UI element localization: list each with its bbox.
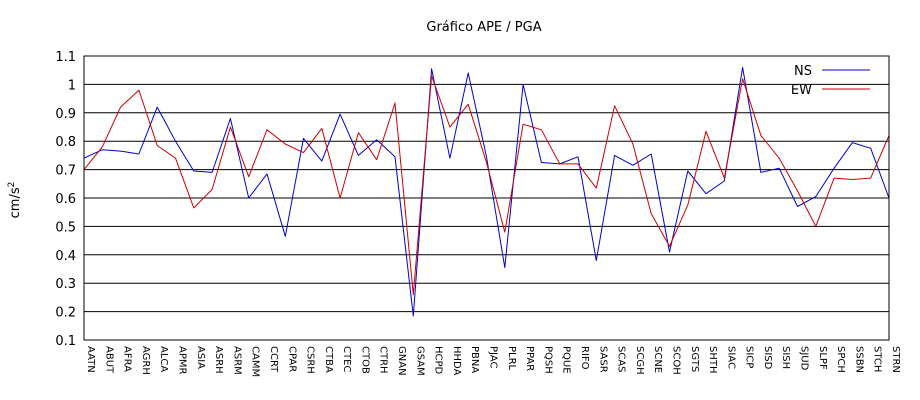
- x-tick-label: SLPF: [817, 346, 828, 370]
- x-tick-label: HCPD: [433, 346, 444, 375]
- y-axis-label-superscript: 2: [7, 182, 17, 188]
- x-tick-label: SASR: [597, 346, 608, 373]
- x-tick-label: CAMM: [250, 346, 261, 377]
- y-tick-label: 0.6: [55, 192, 76, 207]
- y-tick-label: 0.1: [55, 334, 76, 349]
- x-tick-label: SHTH: [707, 346, 718, 374]
- y-tick-label: 0.2: [55, 306, 76, 321]
- series-line-ew: [83, 75, 890, 296]
- x-tick-label: SCGH: [634, 346, 645, 375]
- y-axis-label: cm/s2: [7, 182, 23, 219]
- y-tick-label: 0.9: [55, 107, 76, 122]
- x-tick-label: STCH: [872, 346, 883, 372]
- y-tick-label: 0.8: [55, 135, 76, 150]
- x-tick-label: PPAR: [524, 346, 535, 371]
- x-tick-label: STRN: [890, 346, 901, 373]
- x-tick-label: SIAC: [725, 346, 736, 369]
- x-tick-label: SISH: [780, 346, 791, 369]
- x-tick-label: ASIA: [195, 346, 206, 369]
- y-axis-label-main: cm/s: [8, 187, 23, 218]
- y-tick-label: 0.7: [55, 164, 76, 179]
- x-tick-label: ASRM: [231, 346, 242, 375]
- legend-label-ns: NS: [794, 64, 812, 79]
- x-tick-label: SCAS: [616, 346, 627, 373]
- y-tick-label: 1: [68, 78, 76, 93]
- x-tick-label: SISD: [762, 346, 773, 370]
- x-tick-label: PBNA: [469, 346, 480, 373]
- x-tick-label: SCNE: [652, 346, 663, 373]
- x-tick-label: CTRH: [378, 346, 389, 374]
- x-tick-label: AATN: [85, 346, 96, 373]
- x-tick-label: ALCA: [158, 346, 169, 372]
- x-tick-label: AGRH: [140, 346, 151, 375]
- series-lines: [83, 66, 890, 317]
- x-tick-label: SJUD: [799, 346, 810, 371]
- x-tick-label: SICP: [744, 346, 755, 368]
- x-tick-label: ASRH: [213, 346, 224, 374]
- x-tick-label: SCOH: [670, 346, 681, 375]
- x-tick-label: SSBN: [853, 346, 864, 373]
- series-line-ns: [83, 66, 890, 317]
- x-tick-label: PJAC: [488, 346, 499, 368]
- y-tick-label: 0.4: [55, 249, 76, 264]
- x-tick-label: CTEC: [341, 346, 352, 372]
- x-tick-label: CSRH: [305, 346, 316, 374]
- x-tick-label: CTBA: [323, 346, 334, 373]
- x-tick-label: RIFO: [579, 346, 590, 370]
- x-tick-label: GNAN: [396, 346, 407, 376]
- x-tick-labels: AATN ABUT AFRA AGRH ALCA APMR ASIA ASRH ASRM CAMM…: [85, 346, 901, 377]
- y-tick-label: 1.1: [55, 50, 76, 65]
- x-tick-label: SPCH: [835, 346, 846, 373]
- x-tick-label: ABUT: [103, 346, 114, 374]
- x-tick-label: HHDA: [451, 346, 462, 376]
- legend-label-ew: EW: [791, 83, 812, 98]
- x-tick-label: APMR: [176, 346, 187, 374]
- x-tick-label: PQUE: [561, 346, 572, 374]
- y-tick-labels: 0.1 0.2 0.3 0.4 0.5 0.6 0.7 0.8 0.9 1 1.1: [55, 50, 76, 349]
- y-tick-label: 0.3: [55, 277, 76, 292]
- chart-title: Gráfico APE / PGA: [426, 20, 541, 35]
- x-tick-label: CPAR: [286, 346, 297, 372]
- x-tick-label: CCRT: [268, 346, 279, 373]
- x-tick-label: SGTS: [689, 346, 700, 372]
- x-tick-label: PQSH: [542, 346, 553, 374]
- plot-frame: [83, 55, 890, 341]
- grid-lines: [84, 55, 889, 341]
- x-tick-label: PLRL: [506, 346, 517, 371]
- x-tick-label: CTOB: [359, 346, 370, 374]
- x-tick-label: AFRA: [122, 346, 133, 372]
- legend: NS EW: [791, 64, 870, 98]
- x-tick-label: GSAM: [414, 346, 425, 376]
- y-tick-label: 0.5: [55, 220, 76, 235]
